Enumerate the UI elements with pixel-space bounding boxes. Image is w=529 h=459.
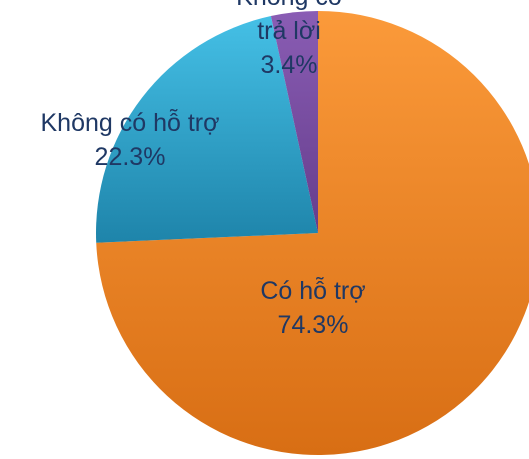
- slice-label-khong-co-ho-tro: Không có hỗ trợ 22.3%: [40, 108, 219, 171]
- slice-value-label: 3.4%: [261, 51, 318, 79]
- slice-category-label: Không có hỗ trợ: [40, 108, 219, 137]
- pie-slice-khong-co-tra-loi: [270, 11, 318, 233]
- slice-label-khong-co-tra-loi: Không có trả lời 3.4%: [236, 0, 342, 79]
- pie-slice-khong-co-ho-tro: [96, 16, 318, 243]
- slice-category-label: Có hỗ trợ: [260, 276, 365, 305]
- slice-value-label: 74.3%: [278, 311, 349, 339]
- pie-slice-co-ho-tro: [96, 11, 529, 455]
- slice-category-label: Không có: [236, 0, 342, 11]
- slice-value-label: 22.3%: [95, 143, 166, 171]
- slice-label-co-ho-tro: Có hỗ trợ 74.3%: [260, 276, 365, 339]
- slice-category-label: trả lời: [257, 17, 321, 45]
- pie-slices: [96, 11, 529, 455]
